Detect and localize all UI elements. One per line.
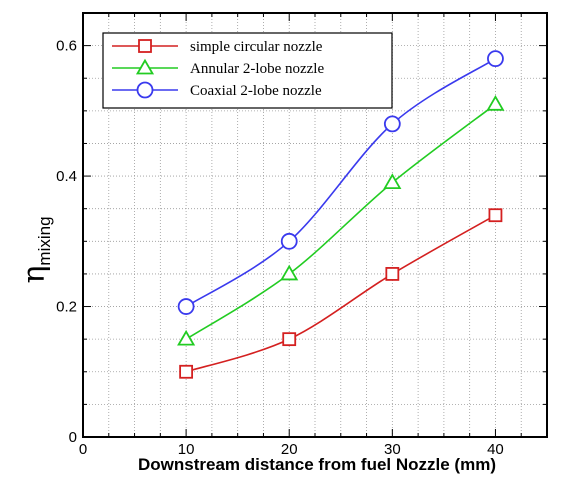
series-line-square — [185, 214, 496, 373]
legend-marker-triangle — [135, 58, 155, 75]
y-axis-label-symbol: η — [17, 266, 52, 284]
x-tick-label: 0 — [79, 441, 87, 458]
y-axis-label: ηmixing — [17, 216, 54, 283]
legend-label: Coaxial 2-lobe nozzle — [190, 83, 322, 99]
data-point-triangle — [486, 95, 505, 111]
y-tick-label: 0.2 — [56, 299, 77, 316]
axis-ticks — [82, 12, 548, 438]
legend: simple circular nozzle Annular 2-lobe noz… — [102, 32, 393, 109]
legend-label: simple circular nozzle — [190, 39, 323, 55]
y-tick-label: 0 — [69, 429, 77, 446]
series-markers — [177, 50, 505, 379]
x-tick-label: 30 — [384, 441, 401, 458]
data-point-square — [385, 267, 400, 281]
x-tick-label: 40 — [487, 441, 504, 458]
legend-marker-circle — [136, 81, 154, 99]
data-point-triangle — [383, 173, 402, 190]
legend-label: Annular 2-lobe nozzle — [190, 61, 324, 77]
y-axis-label-subscript: mixing — [35, 216, 54, 265]
y-tick-label: 0.4 — [56, 168, 77, 185]
series-line-triangle — [185, 103, 496, 340]
data-point-circle — [280, 232, 298, 250]
x-axis-label: Downstream distance from fuel Nozzle (mm… — [138, 455, 496, 474]
x-tick-label: 20 — [281, 441, 298, 458]
tick-labels: 0 10 20 30 40 0 0.2 0.4 0.6 — [56, 38, 504, 458]
data-point-circle — [177, 298, 195, 315]
data-point-circle — [487, 50, 504, 68]
series-lines — [185, 57, 496, 373]
data-point-triangle — [177, 329, 196, 346]
data-point-triangle — [280, 264, 299, 281]
x-tick-label: 10 — [178, 441, 195, 458]
data-point-circle — [383, 115, 401, 133]
data-point-square — [282, 332, 297, 347]
y-tick-label: 0.6 — [56, 38, 77, 55]
legend-marker-square — [138, 39, 152, 53]
data-point-square — [488, 208, 503, 223]
svg-text:ηmixing: ηmixing — [17, 216, 54, 283]
data-point-square — [179, 364, 194, 379]
series-line-circle — [185, 57, 496, 308]
